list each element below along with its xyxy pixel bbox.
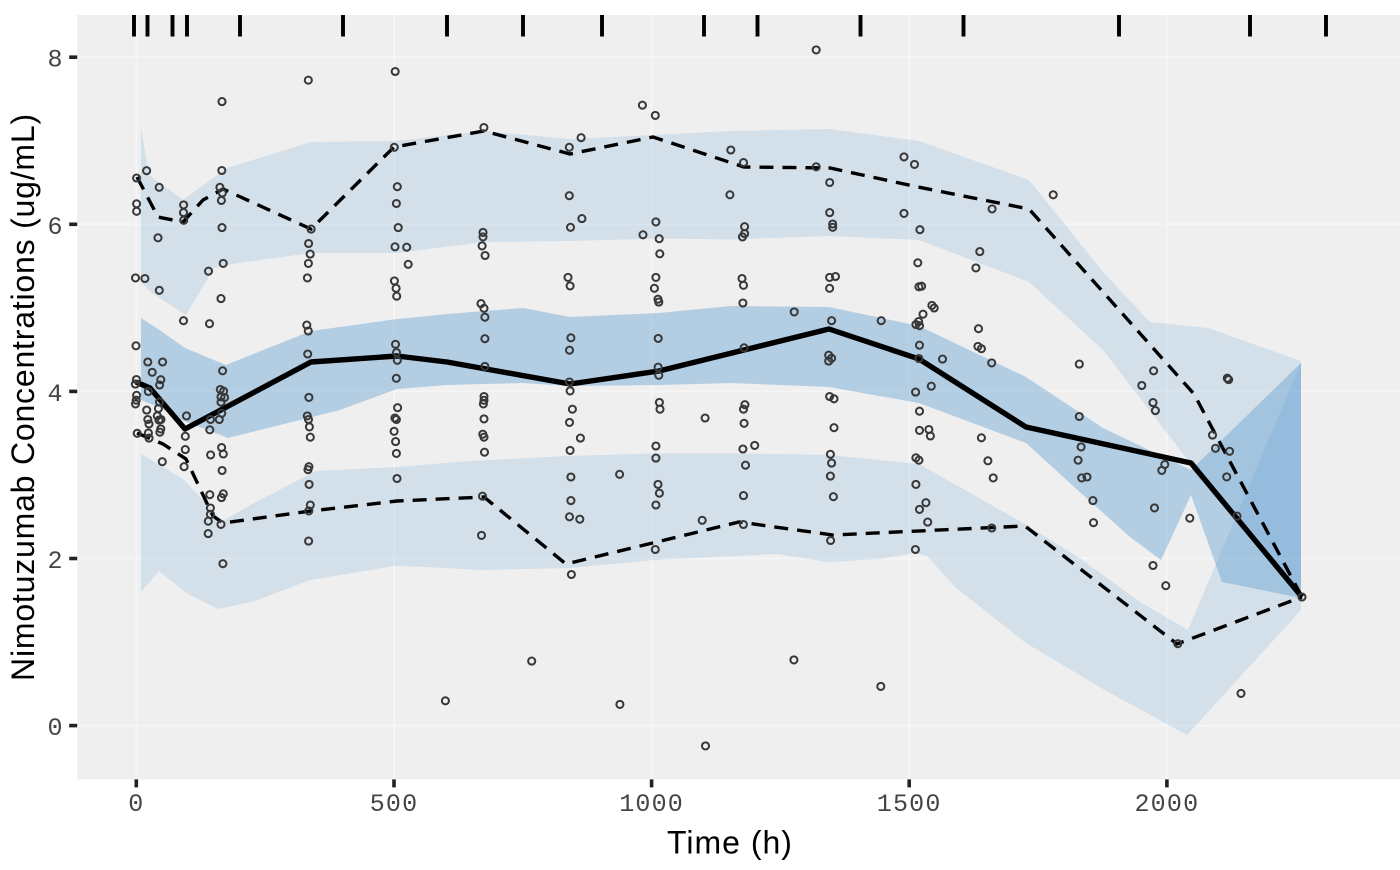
svg-text:Nimotuzumab Concentrations (ug: Nimotuzumab Concentrations (ug/mL) [5,113,41,681]
svg-text:6: 6 [47,213,62,242]
svg-text:2000: 2000 [1134,790,1199,819]
svg-text:8: 8 [47,46,62,75]
svg-text:Time (h): Time (h) [667,825,793,861]
svg-text:2: 2 [47,547,62,576]
svg-text:1500: 1500 [877,790,942,819]
svg-text:4: 4 [47,380,62,409]
svg-text:500: 500 [370,790,419,819]
svg-text:1000: 1000 [619,790,684,819]
svg-text:0: 0 [47,714,62,743]
svg-text:0: 0 [128,790,144,819]
